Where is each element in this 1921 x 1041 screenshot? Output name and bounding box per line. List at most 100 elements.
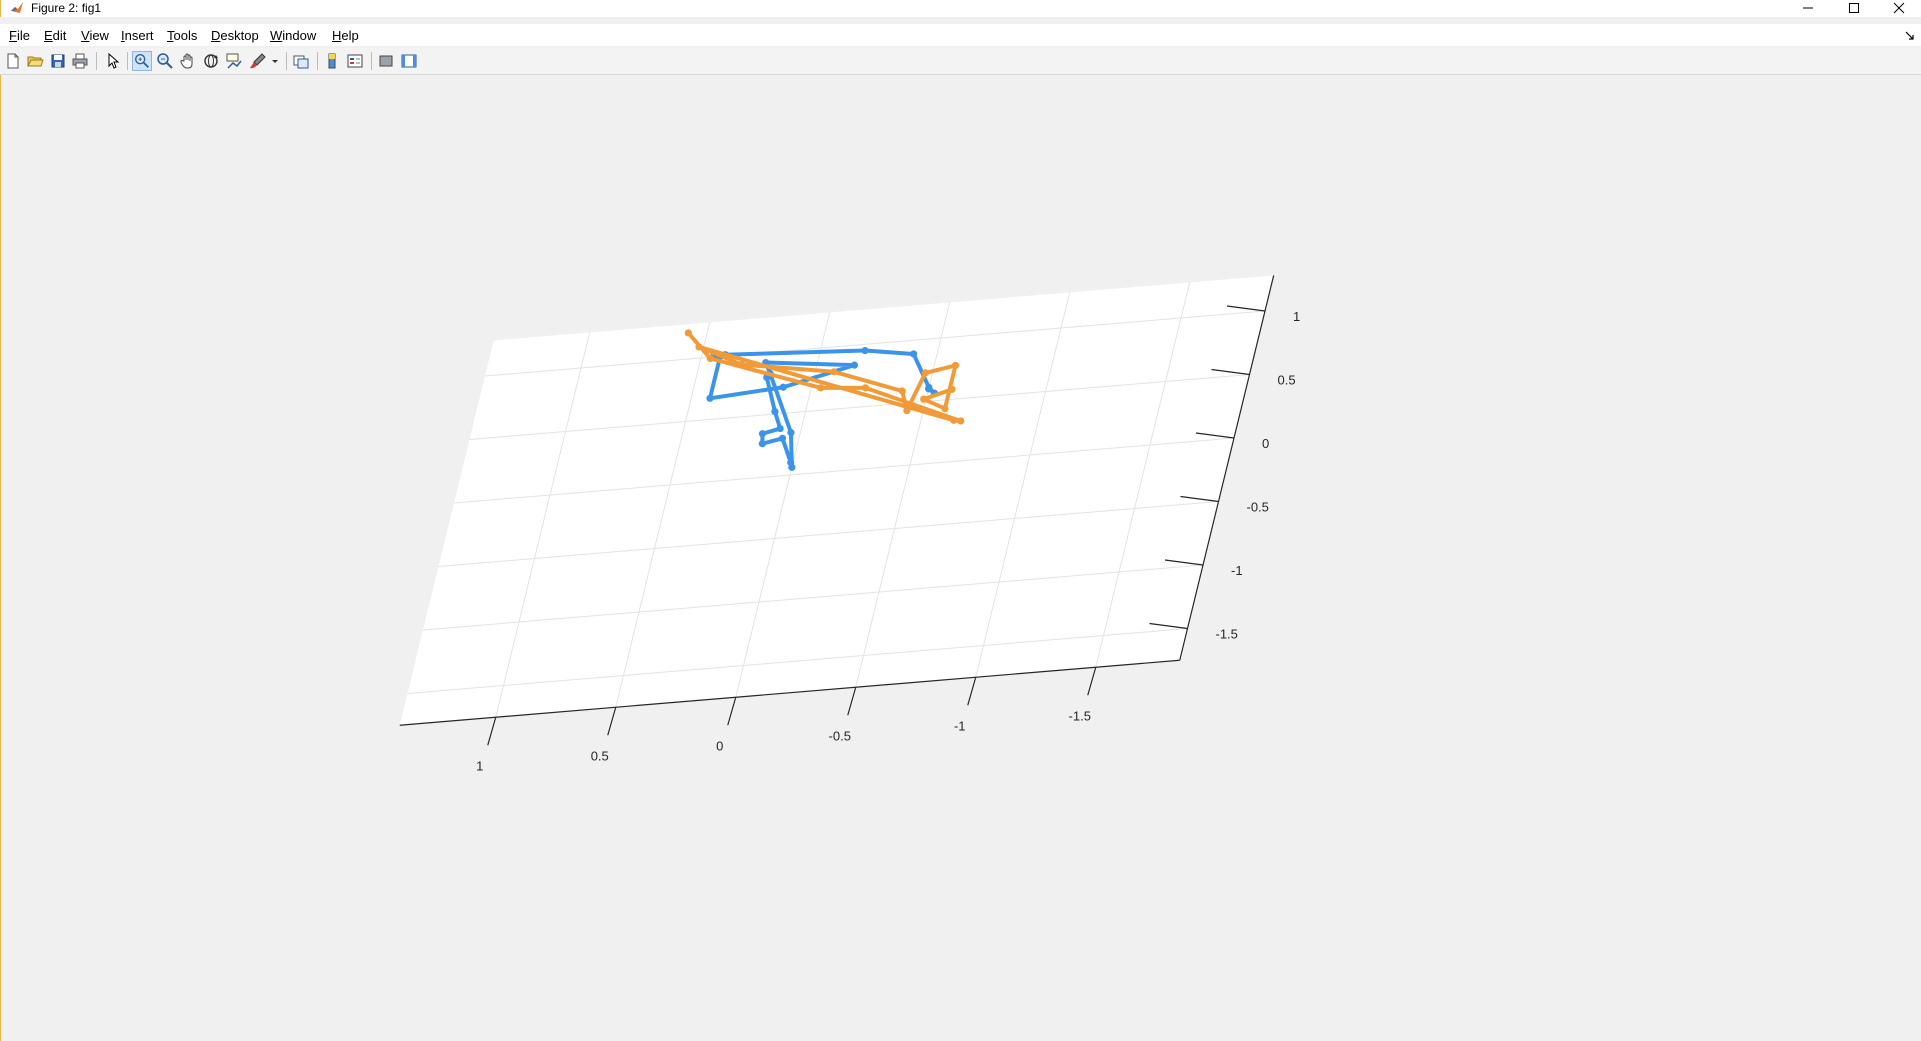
menu-file[interactable]: File xyxy=(9,28,30,43)
chevron-down-icon xyxy=(272,60,278,63)
zoom-in-button[interactable] xyxy=(132,51,152,71)
data-point xyxy=(957,417,965,425)
data-point xyxy=(758,430,767,438)
toolbar-separator xyxy=(317,52,318,70)
toolbar-separator xyxy=(286,52,287,70)
data-point xyxy=(941,404,949,413)
data-point xyxy=(817,384,825,392)
x-tick-label: -0.5 xyxy=(829,728,851,743)
data-point xyxy=(898,387,906,395)
data-point xyxy=(738,360,746,369)
y-grid-line xyxy=(453,437,1235,504)
new-figure-icon xyxy=(7,53,19,69)
pan-icon xyxy=(180,53,193,69)
y-grid-line xyxy=(422,564,1204,631)
y-grid-line xyxy=(407,628,1188,694)
plot-background xyxy=(399,275,1274,726)
data-point xyxy=(903,406,911,415)
menu-insert[interactable]: Insert xyxy=(121,28,154,43)
menu-tools[interactable]: Tools xyxy=(167,28,198,43)
data-point xyxy=(778,434,787,442)
print-icon xyxy=(72,53,88,69)
data-point xyxy=(861,384,869,392)
data-point xyxy=(950,416,958,424)
title-bar: Figure 2: fig1 xyxy=(0,0,1921,17)
hide-plot-tools-button[interactable] xyxy=(376,51,396,71)
close-button[interactable] xyxy=(1876,0,1921,17)
data-cursor-button[interactable] xyxy=(224,51,244,71)
x-grid-line xyxy=(975,292,1071,678)
y-tick-label: -1 xyxy=(1231,563,1243,578)
x-grid-line xyxy=(615,322,711,708)
menu-bar: File Edit View Insert Tools Desktop Wind… xyxy=(0,24,1921,46)
x-tick-label: 0 xyxy=(716,738,723,753)
insert-legend-icon xyxy=(347,54,363,68)
menu-desktop[interactable]: Desktop xyxy=(211,28,259,43)
y-tick-mark xyxy=(1226,305,1266,312)
data-point xyxy=(921,369,930,377)
y-tick-mark xyxy=(1211,368,1250,376)
pan-button[interactable] xyxy=(178,51,198,71)
show-plot-tools-button[interactable] xyxy=(399,51,419,71)
y-grid-line xyxy=(438,501,1219,567)
data-point xyxy=(779,383,787,391)
edit-plot-icon xyxy=(108,52,120,69)
data-point xyxy=(771,407,779,416)
minimize-button[interactable] xyxy=(1785,0,1831,17)
x-tick-label: -1.5 xyxy=(1069,708,1091,723)
y-axis-line xyxy=(1179,275,1275,661)
data-point xyxy=(850,361,859,369)
menu-help[interactable]: Help xyxy=(332,28,359,43)
brush-button[interactable] xyxy=(248,51,268,71)
x-tick-mark xyxy=(967,677,977,706)
zoom-out-button[interactable] xyxy=(155,51,175,71)
data-point xyxy=(706,354,714,363)
edit-plot-button[interactable] xyxy=(102,51,122,71)
open-file-button[interactable] xyxy=(25,51,45,71)
matlab-icon xyxy=(10,1,24,15)
rotate-3d-button[interactable] xyxy=(201,51,221,71)
data-point xyxy=(695,343,703,351)
undock-icon[interactable] xyxy=(1905,28,1915,46)
figure-canvas[interactable]: 1 0.5 0 -0.5 -1 -1.5 1 0.5 0 -0.5 -1 -1.5 xyxy=(0,75,1921,1041)
menu-window[interactable]: Window xyxy=(270,28,317,43)
data-point xyxy=(909,350,918,358)
data-point xyxy=(925,385,933,393)
x-tick-mark xyxy=(487,717,497,746)
x-tick-mark xyxy=(727,697,737,726)
save-icon xyxy=(51,54,65,68)
data-cursor-icon xyxy=(226,53,242,69)
new-figure-button[interactable] xyxy=(3,51,23,71)
link-plot-button[interactable] xyxy=(291,51,311,71)
maximize-button[interactable] xyxy=(1831,0,1877,17)
data-point xyxy=(948,385,956,393)
figure-toolbar xyxy=(0,48,1921,75)
data-point xyxy=(951,361,960,370)
y-tick-label: 0 xyxy=(1262,436,1269,451)
insert-colorbar-icon xyxy=(328,53,336,69)
y-tick-mark xyxy=(1195,432,1235,439)
tick-marks: 1 0.5 0 -0.5 -1 -1.5 1 0.5 0 -0.5 -1 -1.5 xyxy=(476,305,1300,773)
print-button[interactable] xyxy=(70,51,90,71)
brush-dropdown[interactable] xyxy=(269,51,281,71)
close-icon xyxy=(1893,2,1905,14)
x-tick-mark xyxy=(847,687,857,716)
toolbar-separator xyxy=(371,52,372,70)
y-tick-label: -0.5 xyxy=(1247,500,1269,515)
minimize-icon xyxy=(1803,7,1813,9)
menu-view[interactable]: View xyxy=(81,28,109,43)
y-grid-line xyxy=(469,374,1250,440)
axes-3d[interactable]: 1 0.5 0 -0.5 -1 -1.5 1 0.5 0 -0.5 -1 -1.5 xyxy=(1,75,1921,1041)
y-tick-mark xyxy=(1180,495,1219,503)
insert-colorbar-button[interactable] xyxy=(322,51,342,71)
link-plot-icon xyxy=(293,55,309,69)
data-point xyxy=(706,394,714,402)
insert-legend-button[interactable] xyxy=(345,51,365,71)
x-grid-line xyxy=(1095,282,1191,668)
y-tick-label: -1.5 xyxy=(1216,627,1238,642)
save-button[interactable] xyxy=(48,51,68,71)
data-point xyxy=(830,368,838,376)
menu-edit[interactable]: Edit xyxy=(44,28,67,43)
x-axis-line xyxy=(399,659,1180,726)
y-tick-mark xyxy=(1149,622,1188,630)
